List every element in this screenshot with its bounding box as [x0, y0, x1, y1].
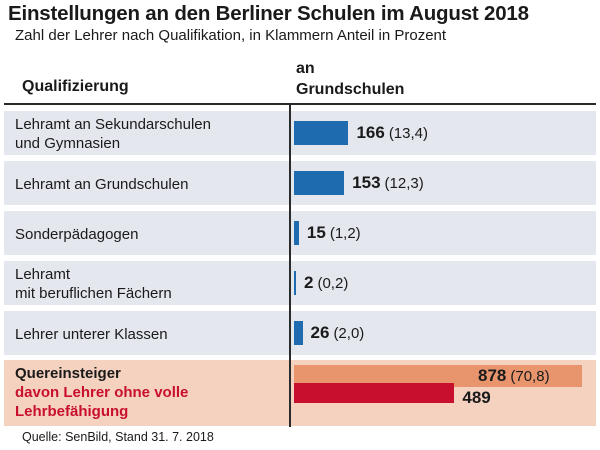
row-label: Lehrer unterer Klassen	[15, 325, 168, 344]
value-share: (0,2)	[317, 275, 349, 292]
header-rule	[4, 103, 596, 105]
value-label: 15 (1,2)	[307, 223, 361, 243]
row-label-line: und Gymnasien	[15, 135, 121, 152]
bar-subset	[294, 383, 455, 403]
row-label: Lehramt an Grundschulen	[15, 175, 188, 194]
bar	[294, 121, 349, 145]
row-label-line: Sonderpädagogen	[15, 225, 139, 243]
value-share: (13,4)	[388, 125, 428, 142]
subset-value-label: 489	[462, 388, 490, 408]
value-number: 15	[306, 223, 326, 242]
row-label-line: Lehramt	[15, 266, 71, 283]
sub-label-line: Lehrbefähigung	[15, 403, 129, 420]
row-label: Lehramt an Sekundarschulen und Gymnasien	[15, 115, 211, 153]
bar-total	[294, 365, 582, 387]
value-number: 26	[310, 323, 330, 342]
bar	[294, 221, 299, 245]
row-label: Lehramt mit beruflichen Fächern	[15, 265, 172, 303]
value-number: 2	[304, 273, 314, 292]
value-axis-line	[289, 105, 291, 427]
row-label-line: Lehramt an Sekundarschulen	[15, 116, 211, 133]
value-share: (12,3)	[384, 175, 424, 192]
value-share: (1,2)	[329, 225, 361, 242]
value-share: (2,0)	[333, 325, 365, 342]
value-number: 166	[356, 123, 385, 142]
value-label: 166 (13,4)	[356, 123, 428, 143]
row-background	[4, 211, 596, 255]
row-label-line: Lehramt an Grundschulen	[15, 175, 189, 193]
highlight-value-label: 878 (70,8)	[478, 366, 550, 386]
bar	[294, 271, 296, 295]
value-header-line-1: an	[296, 60, 315, 77]
row-label-line: Lehrer unterer Klassen	[15, 325, 168, 343]
chart-subtitle: Zahl der Lehrer nach Qualifikation, in K…	[15, 27, 447, 44]
value-header-line-2: Grundschulen	[296, 81, 405, 98]
value-number: 878	[478, 366, 507, 385]
row-label: Sonderpädagogen	[15, 225, 138, 244]
row-label-line: mit beruflichen Fächern	[15, 285, 172, 302]
bar	[294, 171, 345, 195]
value-label: 153 (12,3)	[352, 173, 424, 193]
bar	[294, 321, 303, 345]
source-note: Quelle: SenBild, Stand 31. 7. 2018	[22, 430, 214, 444]
sub-label-line: davon Lehrer ohne volle	[15, 384, 189, 401]
row-background	[4, 261, 596, 305]
category-column-header: Qualifizierung	[22, 78, 129, 95]
highlight-row-label: Quereinsteiger davon Lehrer ohne volle Leh…	[15, 364, 188, 421]
value-number: 489	[462, 388, 491, 407]
value-column-header: an Grundschulen	[296, 58, 404, 100]
value-number: 153	[352, 173, 381, 192]
value-label: 26 (2,0)	[311, 323, 365, 343]
chart-title: Einstellungen an den Berliner Schulen im…	[8, 2, 529, 25]
highlight-label-line: Quereinsteiger	[15, 365, 121, 382]
value-share: (70,8)	[510, 368, 550, 385]
value-label: 2 (0,2)	[304, 273, 348, 293]
